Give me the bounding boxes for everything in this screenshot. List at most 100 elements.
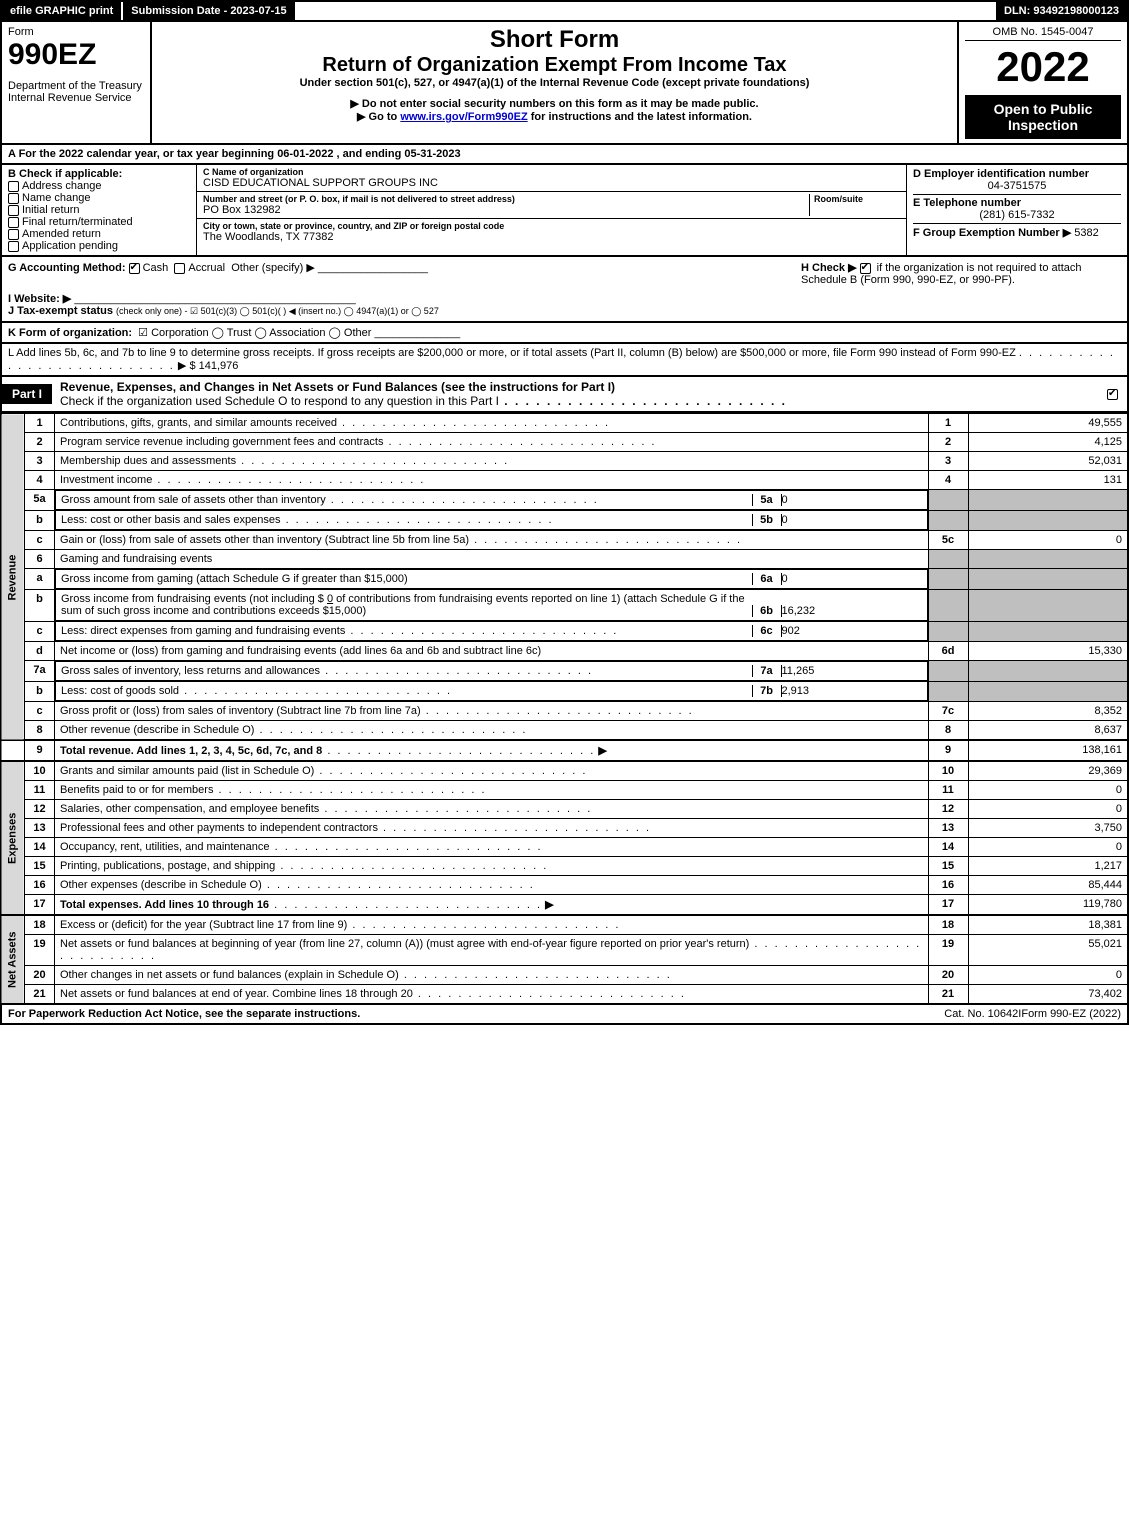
form-reference: Form 990-EZ (2022): [1021, 1008, 1121, 1020]
k-label: K Form of organization:: [8, 327, 132, 339]
box-1: 1: [928, 414, 968, 433]
box-9: 9: [928, 740, 968, 761]
line-17-desc: Total expenses. Add lines 10 through 16: [55, 895, 929, 916]
part-i-sub: Check if the organization used Schedule …: [60, 394, 499, 408]
line-20-desc: Other changes in net assets or fund bala…: [55, 966, 929, 985]
sub-6b-amt: 16,232: [782, 605, 922, 617]
ghij-block: G Accounting Method: Cash Accrual Other …: [0, 257, 1129, 323]
ln-1: 1: [25, 414, 55, 433]
irs-link[interactable]: www.irs.gov/Form990EZ: [400, 111, 527, 123]
sub-7a-num: 7a: [752, 665, 782, 677]
line-6-desc: Gaming and fundraising events: [55, 550, 929, 569]
line-i: I Website: ▶ ___________________________…: [8, 292, 1121, 305]
sub-6a-num: 6a: [752, 573, 782, 585]
line-15-desc: Printing, publications, postage, and shi…: [55, 857, 929, 876]
line-6d-desc: Net income or (loss) from gaming and fun…: [55, 642, 929, 661]
expenses-side-label: Expenses: [1, 761, 25, 915]
b-opt-pending[interactable]: Application pending: [8, 240, 190, 252]
g-label: G Accounting Method:: [8, 262, 126, 274]
sub-6b-num: 6b: [752, 605, 782, 617]
j-label: J Tax-exempt status: [8, 305, 113, 317]
subtitle-ssn: ▶ Do not enter social security numbers o…: [158, 97, 951, 110]
e-label: E Telephone number: [913, 194, 1121, 209]
amt-12: 0: [968, 800, 1128, 819]
box-10: 10: [928, 761, 968, 781]
title-short-form: Short Form: [158, 26, 951, 54]
line-7c-desc: Gross profit or (loss) from sales of inv…: [55, 702, 929, 721]
page-footer: For Paperwork Reduction Act Notice, see …: [0, 1005, 1129, 1025]
box-12: 12: [928, 800, 968, 819]
part-i-checkbox[interactable]: [1107, 389, 1118, 400]
box-19: 19: [928, 935, 968, 966]
sub-5b-num: 5b: [752, 514, 782, 526]
title-return: Return of Organization Exempt From Incom…: [158, 54, 951, 77]
address-block: B Check if applicable: Address change Na…: [0, 165, 1129, 257]
amt-8: 8,637: [968, 721, 1128, 741]
box-21: 21: [928, 985, 968, 1005]
amt-5c: 0: [968, 531, 1128, 550]
submission-date: Submission Date - 2023-07-15: [121, 2, 296, 20]
line-19-desc: Net assets or fund balances at beginning…: [55, 935, 929, 966]
org-name: CISD EDUCATIONAL SUPPORT GROUPS INC: [203, 177, 900, 189]
b-header: B Check if applicable:: [8, 168, 190, 180]
line-k: K Form of organization: ☑ Corporation ◯ …: [0, 323, 1129, 344]
amt-20: 0: [968, 966, 1128, 985]
amt-13: 3,750: [968, 819, 1128, 838]
c-city-label: City or town, state or province, country…: [203, 221, 900, 231]
form-number: 990EZ: [8, 38, 144, 72]
section-def: D Employer identification number 04-3751…: [907, 165, 1127, 255]
footer-left: For Paperwork Reduction Act Notice, see …: [8, 1008, 944, 1020]
f-label: F Group Exemption Number ▶: [913, 227, 1071, 239]
phone: (281) 615-7332: [913, 209, 1121, 221]
h-label: H Check ▶: [801, 262, 860, 274]
line-5c-desc: Gain or (loss) from sale of assets other…: [55, 531, 929, 550]
revenue-side-label: Revenue: [1, 414, 25, 741]
b-opt-initial[interactable]: Initial return: [8, 204, 190, 216]
amt-18: 18,381: [968, 915, 1128, 935]
amt-3: 52,031: [968, 452, 1128, 471]
form-header: Form 990EZ Department of the Treasury In…: [0, 22, 1129, 145]
section-c: C Name of organization CISD EDUCATIONAL …: [197, 165, 907, 255]
shade-5a: [928, 490, 968, 511]
b-opt-final[interactable]: Final return/terminated: [8, 216, 190, 228]
amt-1: 49,555: [968, 414, 1128, 433]
amt-6d: 15,330: [968, 642, 1128, 661]
line-5b-desc: Less: cost or other basis and sales expe…: [55, 510, 928, 530]
box-16: 16: [928, 876, 968, 895]
line-12-desc: Salaries, other compensation, and employ…: [55, 800, 929, 819]
h-checkbox[interactable]: [860, 263, 871, 274]
efile-label[interactable]: efile GRAPHIC print: [2, 2, 121, 20]
i-label: I Website: ▶: [8, 293, 71, 305]
goto-post: for instructions and the latest informat…: [528, 111, 752, 123]
box-7c: 7c: [928, 702, 968, 721]
subtitle-goto: ▶ Go to www.irs.gov/Form990EZ for instru…: [158, 110, 951, 123]
amt-10: 29,369: [968, 761, 1128, 781]
b-opt-amended[interactable]: Amended return: [8, 228, 190, 240]
org-city: The Woodlands, TX 77382: [203, 231, 900, 243]
other-label: Other (specify) ▶: [231, 262, 315, 274]
line-7a-desc: Gross sales of inventory, less returns a…: [55, 661, 928, 681]
b-opt-name[interactable]: Name change: [8, 192, 190, 204]
line-16-desc: Other expenses (describe in Schedule O): [55, 876, 929, 895]
l-text: L Add lines 5b, 6c, and 7b to line 9 to …: [8, 347, 1016, 359]
accrual-checkbox[interactable]: [174, 263, 185, 274]
box-20: 20: [928, 966, 968, 985]
line-6c-desc: Less: direct expenses from gaming and fu…: [55, 621, 928, 641]
line-7b-desc: Less: cost of goods sold 7b 2,913: [55, 681, 928, 701]
box-3: 3: [928, 452, 968, 471]
subtitle-section: Under section 501(c), 527, or 4947(a)(1)…: [158, 77, 951, 89]
b-opt-address[interactable]: Address change: [8, 180, 190, 192]
sub-7b-amt: 2,913: [782, 685, 922, 697]
box-17: 17: [928, 895, 968, 916]
part-i-title-text: Revenue, Expenses, and Changes in Net As…: [60, 380, 615, 394]
k-options: ☑ Corporation ◯ Trust ◯ Association ◯ Ot…: [138, 327, 371, 339]
cash-checkbox[interactable]: [129, 263, 140, 274]
goto-pre: ▶ Go to: [357, 111, 400, 123]
open-public-inspection: Open to Public Inspection: [965, 95, 1121, 139]
top-bar: efile GRAPHIC print Submission Date - 20…: [0, 0, 1129, 22]
d-label: D Employer identification number: [913, 168, 1121, 180]
tax-year: 2022: [965, 43, 1121, 91]
box-5c: 5c: [928, 531, 968, 550]
line-6a-desc: Gross income from gaming (attach Schedul…: [55, 569, 928, 589]
amt-17: 119,780: [968, 895, 1128, 916]
